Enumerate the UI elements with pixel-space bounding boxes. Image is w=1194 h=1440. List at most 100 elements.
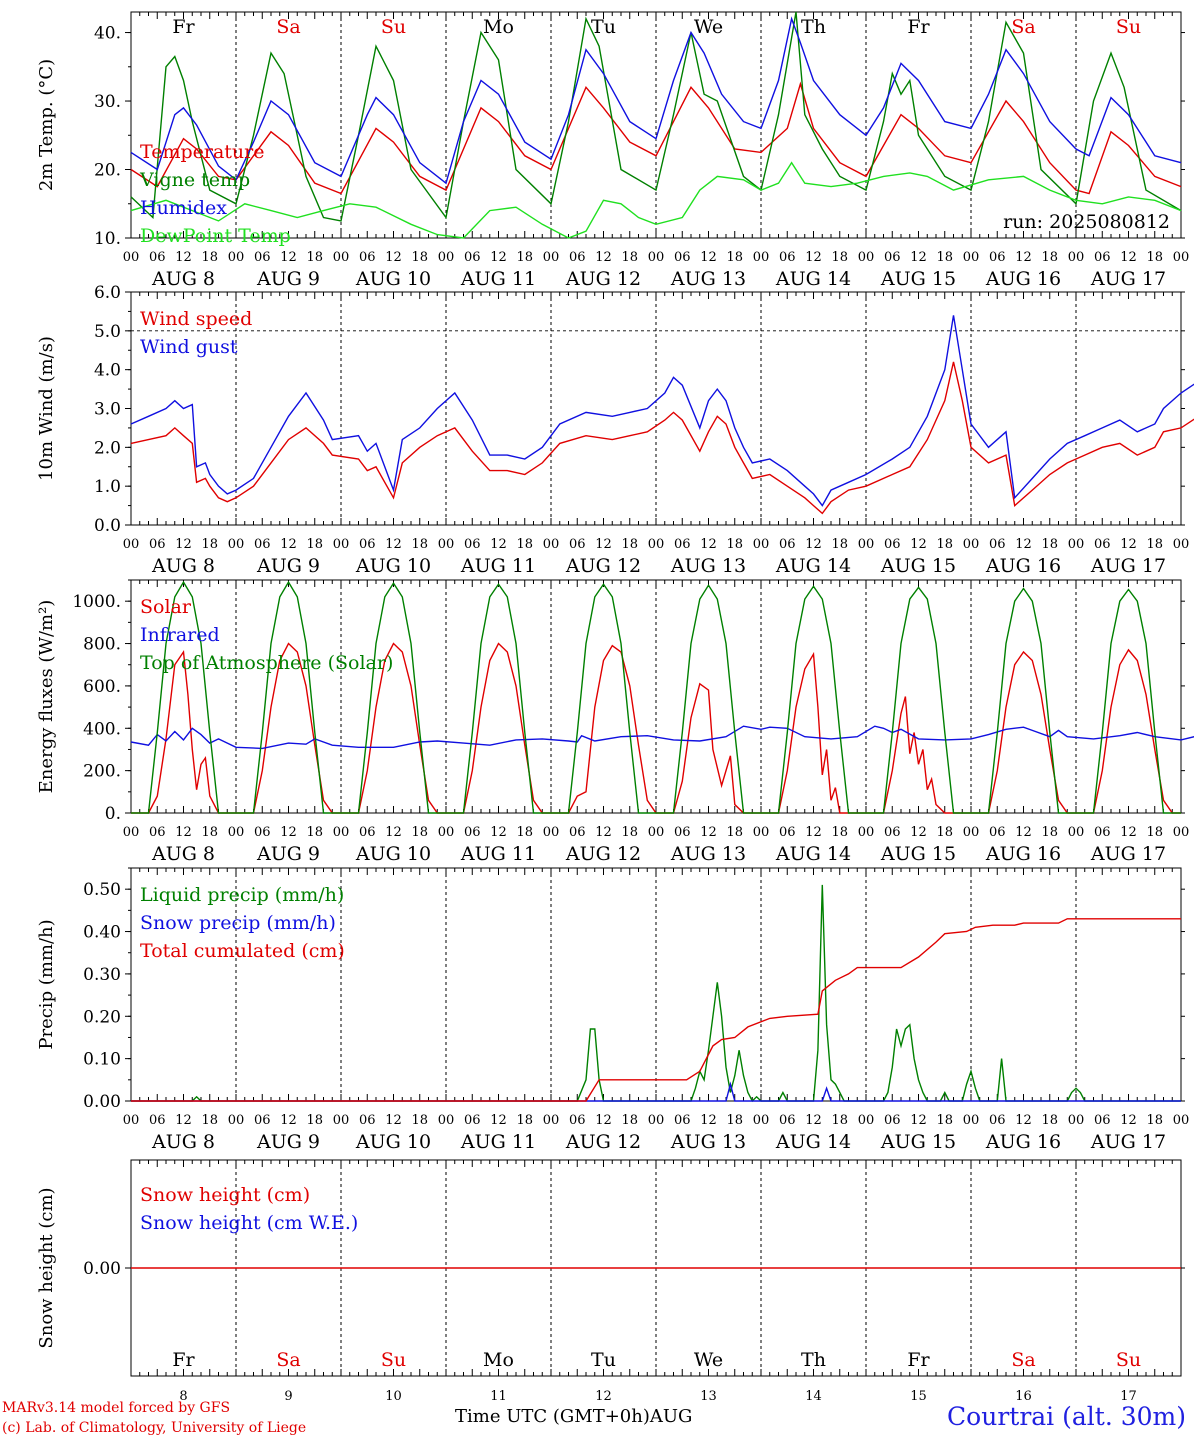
day-number-label: 11 <box>490 1389 507 1404</box>
legend-entry: Total cumulated (cm) <box>140 940 345 962</box>
hour-label: 00 <box>1068 825 1085 840</box>
hour-label: 18 <box>1146 1113 1163 1128</box>
hour-label: 12 <box>805 250 822 265</box>
hour-label: 18 <box>411 250 428 265</box>
hour-label: 18 <box>516 1113 533 1128</box>
hour-label: 18 <box>1041 825 1058 840</box>
day-number-label: 12 <box>595 1389 612 1404</box>
hour-label: 00 <box>438 250 455 265</box>
hour-label: 12 <box>700 250 717 265</box>
date-label: AUG 16 <box>985 1131 1061 1153</box>
weekday-label: Mo <box>483 16 514 38</box>
date-label: AUG 15 <box>880 1131 956 1153</box>
hour-label: 06 <box>149 825 166 840</box>
legend-entry: Humidex <box>140 197 227 219</box>
date-label: AUG 8 <box>151 1131 215 1153</box>
weekday-label: Tu <box>591 16 616 38</box>
y-tick-label: 0.0 <box>94 516 121 536</box>
weekday-label: Sa <box>276 16 300 38</box>
hour-label: 00 <box>123 250 140 265</box>
hour-label: 00 <box>228 825 245 840</box>
hour-label: 12 <box>490 250 507 265</box>
hour-label: 06 <box>464 1113 481 1128</box>
hour-label: 00 <box>1068 1113 1085 1128</box>
hour-label: 06 <box>779 250 796 265</box>
hour-label: 06 <box>1094 825 1111 840</box>
hour-label: 18 <box>621 537 638 552</box>
hour-label: 00 <box>333 250 350 265</box>
hour-label: 00 <box>858 250 875 265</box>
date-label: AUG 17 <box>1090 268 1166 290</box>
hour-label: 18 <box>306 537 323 552</box>
y-tick-label: 1000. <box>72 592 121 612</box>
legend-entry: Top of Atmosphere (Solar) <box>140 652 393 674</box>
hour-label: 06 <box>779 825 796 840</box>
date-label: AUG 10 <box>355 1131 431 1153</box>
hour-label: 00 <box>1173 250 1190 265</box>
hour-label: 06 <box>359 825 376 840</box>
hour-label: 00 <box>1173 537 1190 552</box>
date-label: AUG 17 <box>1090 1131 1166 1153</box>
date-label: AUG 13 <box>670 843 746 865</box>
hour-label: 12 <box>175 1113 192 1128</box>
y-tick-label: 0.50 <box>83 880 121 900</box>
hour-label: 18 <box>411 825 428 840</box>
date-label: AUG 8 <box>151 555 215 577</box>
series-line-wind-gust <box>130 315 1194 507</box>
lab-credit: (c) Lab. of Climatology, University of L… <box>2 1420 307 1436</box>
hour-label: 12 <box>1015 825 1032 840</box>
y-axis-label: 10m Wind (m/s) <box>36 336 57 481</box>
hour-label: 12 <box>385 1113 402 1128</box>
date-label: AUG 12 <box>565 1131 641 1153</box>
hour-label: 00 <box>648 250 665 265</box>
hour-label: 06 <box>1094 1113 1111 1128</box>
weekday-label: Tu <box>591 1349 616 1371</box>
weekday-label: Sa <box>1011 16 1035 38</box>
hour-label: 12 <box>910 250 927 265</box>
y-axis-label: Precip (mm/h) <box>36 919 57 1049</box>
hour-label: 06 <box>464 537 481 552</box>
hour-label: 00 <box>753 1113 770 1128</box>
day-number-label: 17 <box>1120 1389 1137 1404</box>
month-label: AUG <box>649 1406 693 1427</box>
hour-label: 18 <box>306 250 323 265</box>
legend-entry: Infrared <box>140 624 220 646</box>
hour-label: 12 <box>805 825 822 840</box>
hour-label: 06 <box>569 825 586 840</box>
y-tick-label: 0. <box>105 804 121 824</box>
hour-label: 18 <box>831 1113 848 1128</box>
weekday-label: Sa <box>1011 1349 1035 1371</box>
hour-label: 06 <box>884 1113 901 1128</box>
hour-label: 18 <box>516 537 533 552</box>
hour-label: 12 <box>1015 1113 1032 1128</box>
hour-label: 18 <box>726 825 743 840</box>
legend-entry: Temperature <box>140 141 264 163</box>
weekday-label: Sa <box>276 1349 300 1371</box>
hour-label: 00 <box>1173 1113 1190 1128</box>
hour-label: 12 <box>385 537 402 552</box>
day-number-label: 16 <box>1015 1389 1032 1404</box>
hour-label: 18 <box>1146 825 1163 840</box>
hour-label: 18 <box>1041 1113 1058 1128</box>
y-tick-label: 600. <box>83 677 121 697</box>
hour-label: 06 <box>569 1113 586 1128</box>
hour-label: 18 <box>1146 250 1163 265</box>
weekday-label: We <box>694 1349 723 1371</box>
hour-label: 06 <box>359 1113 376 1128</box>
weekday-label: Th <box>801 16 826 38</box>
hour-label: 12 <box>175 250 192 265</box>
hour-label: 18 <box>936 250 953 265</box>
hour-label: 18 <box>1041 250 1058 265</box>
hour-label: 12 <box>1120 537 1137 552</box>
date-label: AUG 16 <box>985 268 1061 290</box>
station-name: Courtrai (alt. 30m) <box>947 1402 1186 1431</box>
hour-label: 00 <box>123 537 140 552</box>
run-label: run: 2025080812 <box>1003 211 1170 233</box>
weekday-label: Mo <box>483 1349 514 1371</box>
hour-label: 06 <box>359 537 376 552</box>
date-label: AUG 8 <box>151 843 215 865</box>
hour-label: 00 <box>963 250 980 265</box>
series-line-humidex <box>130 16 1182 185</box>
y-tick-label: 6.0 <box>94 283 121 303</box>
